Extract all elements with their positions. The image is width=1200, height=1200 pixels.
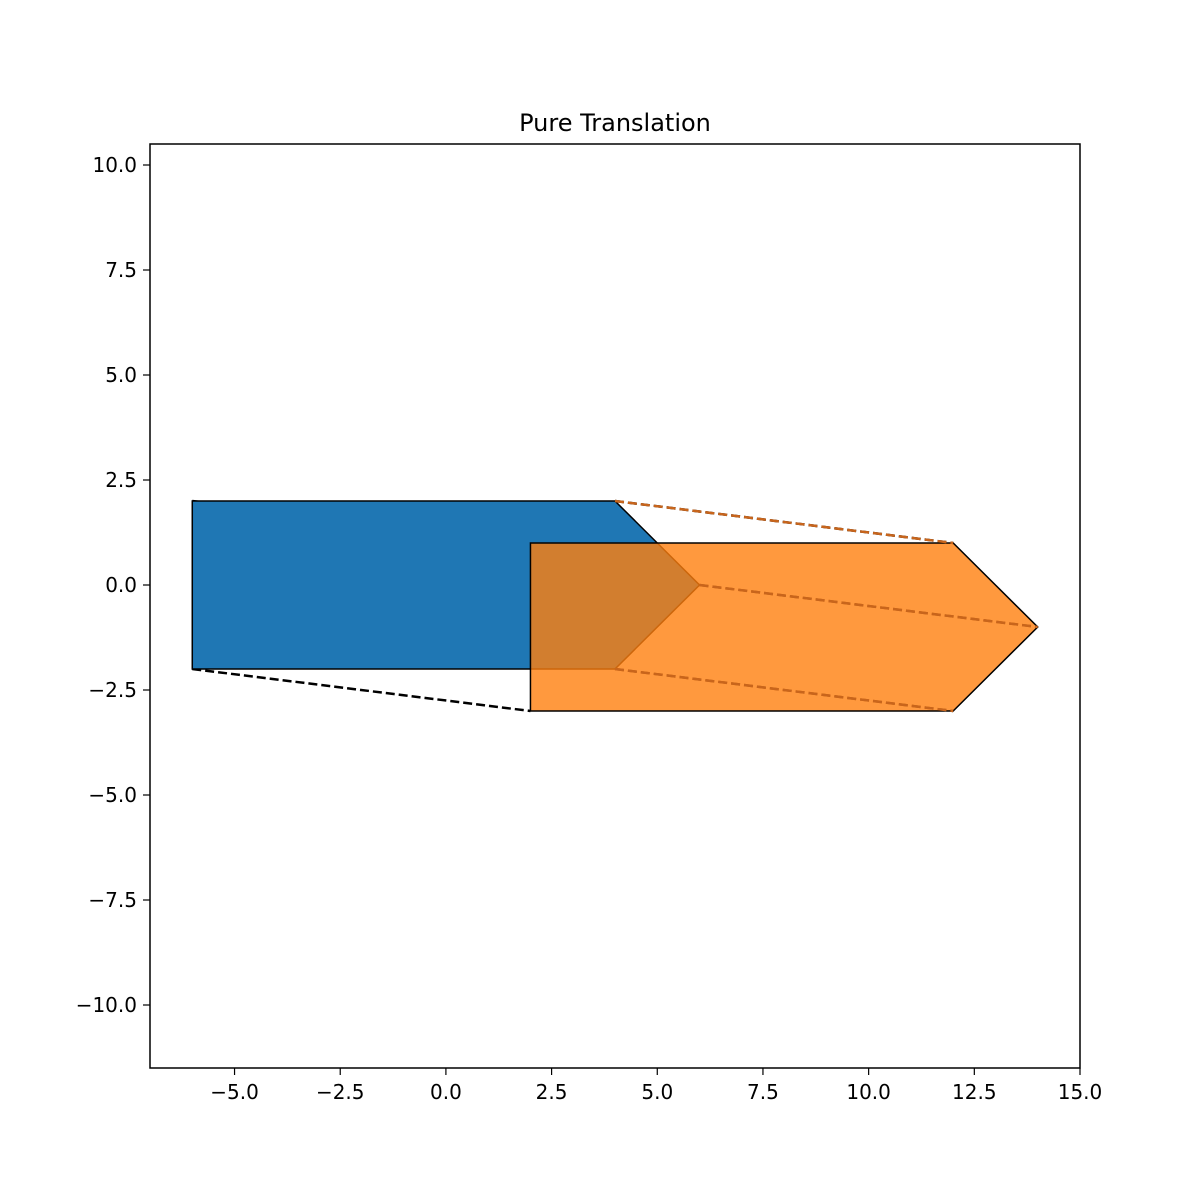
y-tick-label: −2.5 — [88, 678, 137, 702]
y-tick-label: 2.5 — [105, 468, 137, 492]
x-tick-label: 0.0 — [430, 1080, 462, 1104]
x-tick-label: 2.5 — [536, 1080, 568, 1104]
x-axis: −5.0 −2.5 0.0 2.5 5.0 7.5 10.0 12.5 15.0 — [210, 1068, 1102, 1104]
x-tick-label: 5.0 — [641, 1080, 673, 1104]
y-axis: 10.0 7.5 5.0 2.5 0.0 −2.5 −5.0 −7.5 −10.0 — [76, 153, 150, 1017]
y-tick-label: −10.0 — [76, 993, 137, 1017]
x-tick-label: 10.0 — [846, 1080, 891, 1104]
x-tick-label: −5.0 — [210, 1080, 259, 1104]
y-tick-label: 7.5 — [105, 258, 137, 282]
y-tick-label: −5.0 — [88, 783, 137, 807]
translated-shape — [529, 542, 1039, 712]
y-tick-label: 10.0 — [92, 153, 137, 177]
chart-title: Pure Translation — [519, 109, 711, 137]
connector-line-2-overlay — [614, 667, 954, 713]
y-tick-label: 0.0 — [105, 573, 137, 597]
y-tick-label: 5.0 — [105, 363, 137, 387]
x-tick-label: 7.5 — [747, 1080, 779, 1104]
plot-area — [191, 499, 1039, 713]
x-tick-label: 12.5 — [952, 1080, 997, 1104]
connector-line-3-overlay — [699, 583, 1038, 629]
connector-line-1 — [192, 667, 531, 713]
axes-frame — [149, 143, 1081, 1069]
x-tick-label: 15.0 — [1058, 1080, 1103, 1104]
connector-line-4-overlay — [614, 499, 954, 545]
y-tick-label: −7.5 — [88, 888, 137, 912]
x-tick-label: −2.5 — [316, 1080, 365, 1104]
